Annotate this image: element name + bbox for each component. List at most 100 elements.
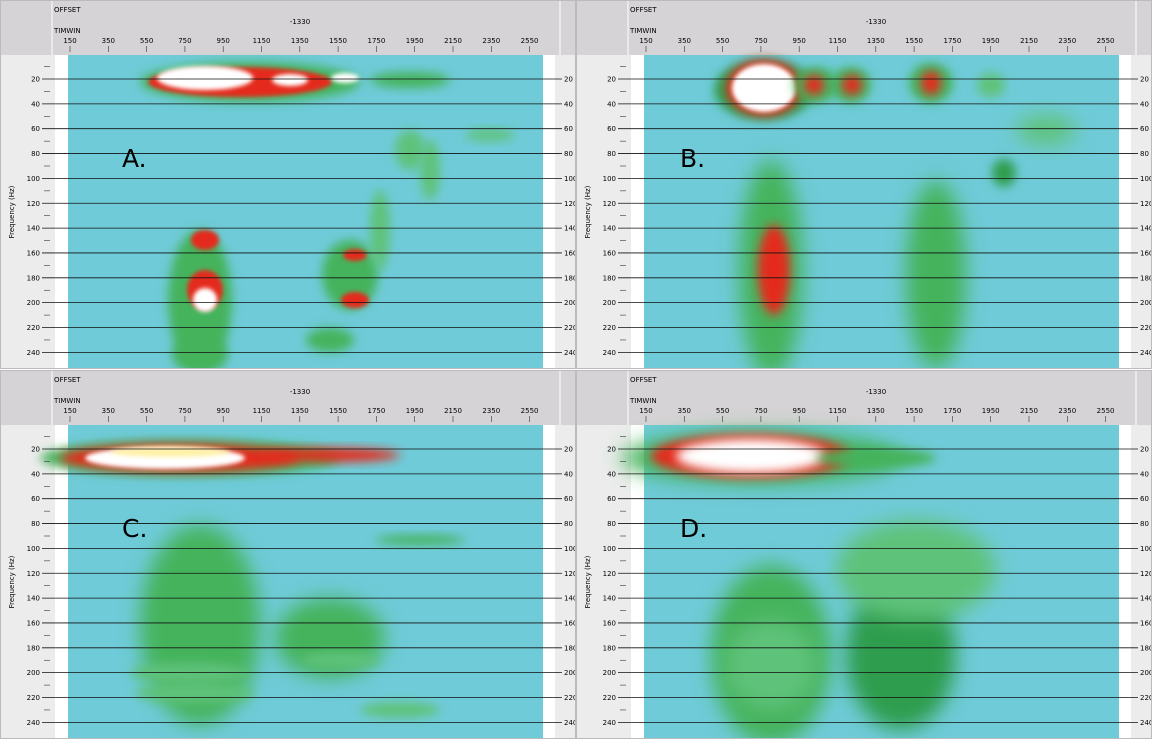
offset-label: OFFSET [54,6,81,14]
spectrum [714,60,1076,369]
energy-blob [370,72,450,88]
energy-blob [758,225,790,315]
energy-blob [842,75,862,95]
frequency-tick-label-right: 20 [564,76,573,84]
frequency-tick-label-right: 60 [564,495,573,503]
energy-blob [375,535,465,545]
offset-tick-label: 2350 [482,37,500,45]
frequency-tick-label-right: 180 [1140,274,1153,282]
frequency-tick-label-right: 100 [564,175,577,183]
panel-body: OFFSET TIMWIN -1330 150 350 550 750 950 1150 1350… [0,0,577,369]
energy-blob [341,292,369,308]
frequency-tick-label-right: 220 [564,694,577,702]
energy-blob [732,64,796,112]
offset-label: OFFSET [54,376,81,384]
offset-tick-label: 1150 [253,37,271,45]
frequency-tick-label: 20 [607,446,616,454]
frequency-tick-label: 180 [603,644,616,652]
frequency-tick-label: 60 [31,495,40,503]
energy-blob [157,66,253,90]
offset-tick-label: 550 [140,407,153,415]
offset-tick-label: 1150 [829,407,847,415]
frequency-tick-label: 200 [27,299,40,307]
frequency-tick-label-right: 120 [1140,200,1153,208]
frequency-tick-label-right: 80 [564,520,573,528]
panel-label: B. [680,144,705,173]
offset-tick-label: 1350 [291,37,309,45]
frequency-tick-label: 140 [27,595,40,603]
energy-blob [676,439,826,473]
offset-tick-label: 1750 [367,37,385,45]
offset-tick-label: 1350 [291,407,309,415]
offset-tick-label: 150 [639,37,652,45]
axis-title: Frequency (Hz) [584,555,592,608]
offset-label: OFFSET [630,376,657,384]
frequency-tick-label: 240 [27,719,40,727]
offset-tick-label: 2350 [1058,407,1076,415]
spectrum [40,440,465,725]
offset-tick-label: 1950 [982,37,1000,45]
header-bg [0,370,576,425]
axis-title: Frequency (Hz) [584,185,592,238]
frequency-tick-label-right: 200 [564,669,577,677]
frequency-tick-label-right: 240 [564,349,577,357]
energy-blob [906,180,966,369]
left-axis-bg [576,425,631,739]
offset-tick-label: 1950 [406,37,424,45]
spectrum [140,62,515,369]
frequency-tick-label: 40 [607,470,616,478]
frequency-tick-label: 180 [27,644,40,652]
frequency-tick-label: 120 [603,570,616,578]
frequency-tick-label: 100 [603,175,616,183]
offset-tick-label: 1350 [867,37,885,45]
energy-blob [977,73,1005,97]
offset-tick-label: 750 [178,407,191,415]
offset-tick-label: 750 [754,37,767,45]
frequency-tick-label: 100 [27,175,40,183]
offset-tick-label: 550 [716,37,729,45]
frequency-tick-label-right: 100 [1140,175,1153,183]
frequency-tick-label-right: 140 [1140,225,1153,233]
frequency-tick-label: 240 [27,349,40,357]
panel-label: A. [122,144,147,173]
frequency-tick-label-right: 20 [1140,76,1149,84]
frequency-tick-label-right: 180 [564,274,577,282]
frequency-tick-label-right: 200 [1140,669,1153,677]
offset-tick-label: 2150 [1020,407,1038,415]
offset-tick-label: 1150 [829,37,847,45]
offset-tick-label: 2150 [444,37,462,45]
energy-blob [816,448,936,468]
offset-tick-label: 2550 [521,407,539,415]
frequency-tick-label-right: 160 [1140,249,1153,257]
offset-tick-label: 2350 [482,407,500,415]
frequency-tick-label-right: 60 [1140,495,1149,503]
energy-blob [360,702,440,718]
offset-tick-label: 350 [102,407,115,415]
frequency-tick-label-right: 160 [1140,619,1153,627]
frequency-tick-label-right: 220 [564,324,577,332]
energy-blob [992,159,1016,187]
right-axis-bg [1131,55,1152,369]
frequency-tick-label-right: 40 [1140,100,1149,108]
offset-value: -1330 [866,18,886,26]
offset-tick-label: 1550 [329,407,347,415]
frequency-tick-label-right: 120 [1140,570,1153,578]
energy-blob [836,520,996,620]
frequency-tick-label-right: 80 [1140,520,1149,528]
energy-blob [331,73,359,83]
frequency-tick-label-right: 240 [564,719,577,727]
frequency-tick-label-right: 20 [1140,446,1149,454]
axis-title: Frequency (Hz) [8,555,16,608]
frequency-tick-label: 160 [27,249,40,257]
frequency-tick-label: 60 [607,125,616,133]
energy-blob [260,448,400,462]
frequency-tick-label-right: 100 [1140,545,1153,553]
frequency-tick-label: 220 [603,324,616,332]
frequency-tick-label: 120 [603,200,616,208]
energy-blob [110,447,230,457]
timwin-label: TIMWIN [629,27,657,35]
frequency-tick-label-right: 180 [564,644,577,652]
offset-tick-label: 950 [793,37,806,45]
